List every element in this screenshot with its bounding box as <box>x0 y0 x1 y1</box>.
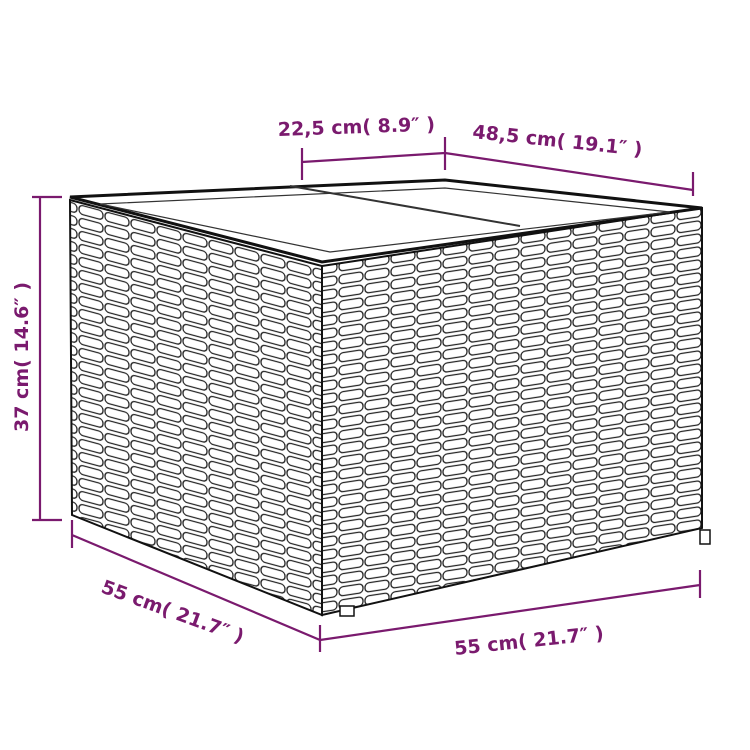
glass-top <box>69 178 703 264</box>
dim-label-top-left: 22,5 cm( 8.9″ ) <box>277 114 435 141</box>
dim-label-top-right: 48,5 cm( 19.1″ ) <box>471 121 643 161</box>
dim-line-top-right <box>444 151 695 196</box>
dim-line-width <box>319 570 702 642</box>
foot-right <box>699 529 711 545</box>
dim-label-height: 37 cm( 14.6″ ) <box>11 282 33 432</box>
left-face <box>68 198 323 617</box>
dim-label-width: 55 cm( 21.7″ ) <box>453 622 605 660</box>
dim-line-depth <box>70 520 322 652</box>
dimension-lines <box>32 137 702 652</box>
dim-line-height <box>32 195 62 522</box>
dim-line-top-left <box>300 137 447 180</box>
table-body <box>68 178 711 617</box>
top-divider <box>289 185 521 227</box>
dim-label-depth: 55 cm( 21.7″ ) <box>98 576 247 648</box>
foot-left <box>339 605 355 617</box>
right-face <box>321 206 703 617</box>
